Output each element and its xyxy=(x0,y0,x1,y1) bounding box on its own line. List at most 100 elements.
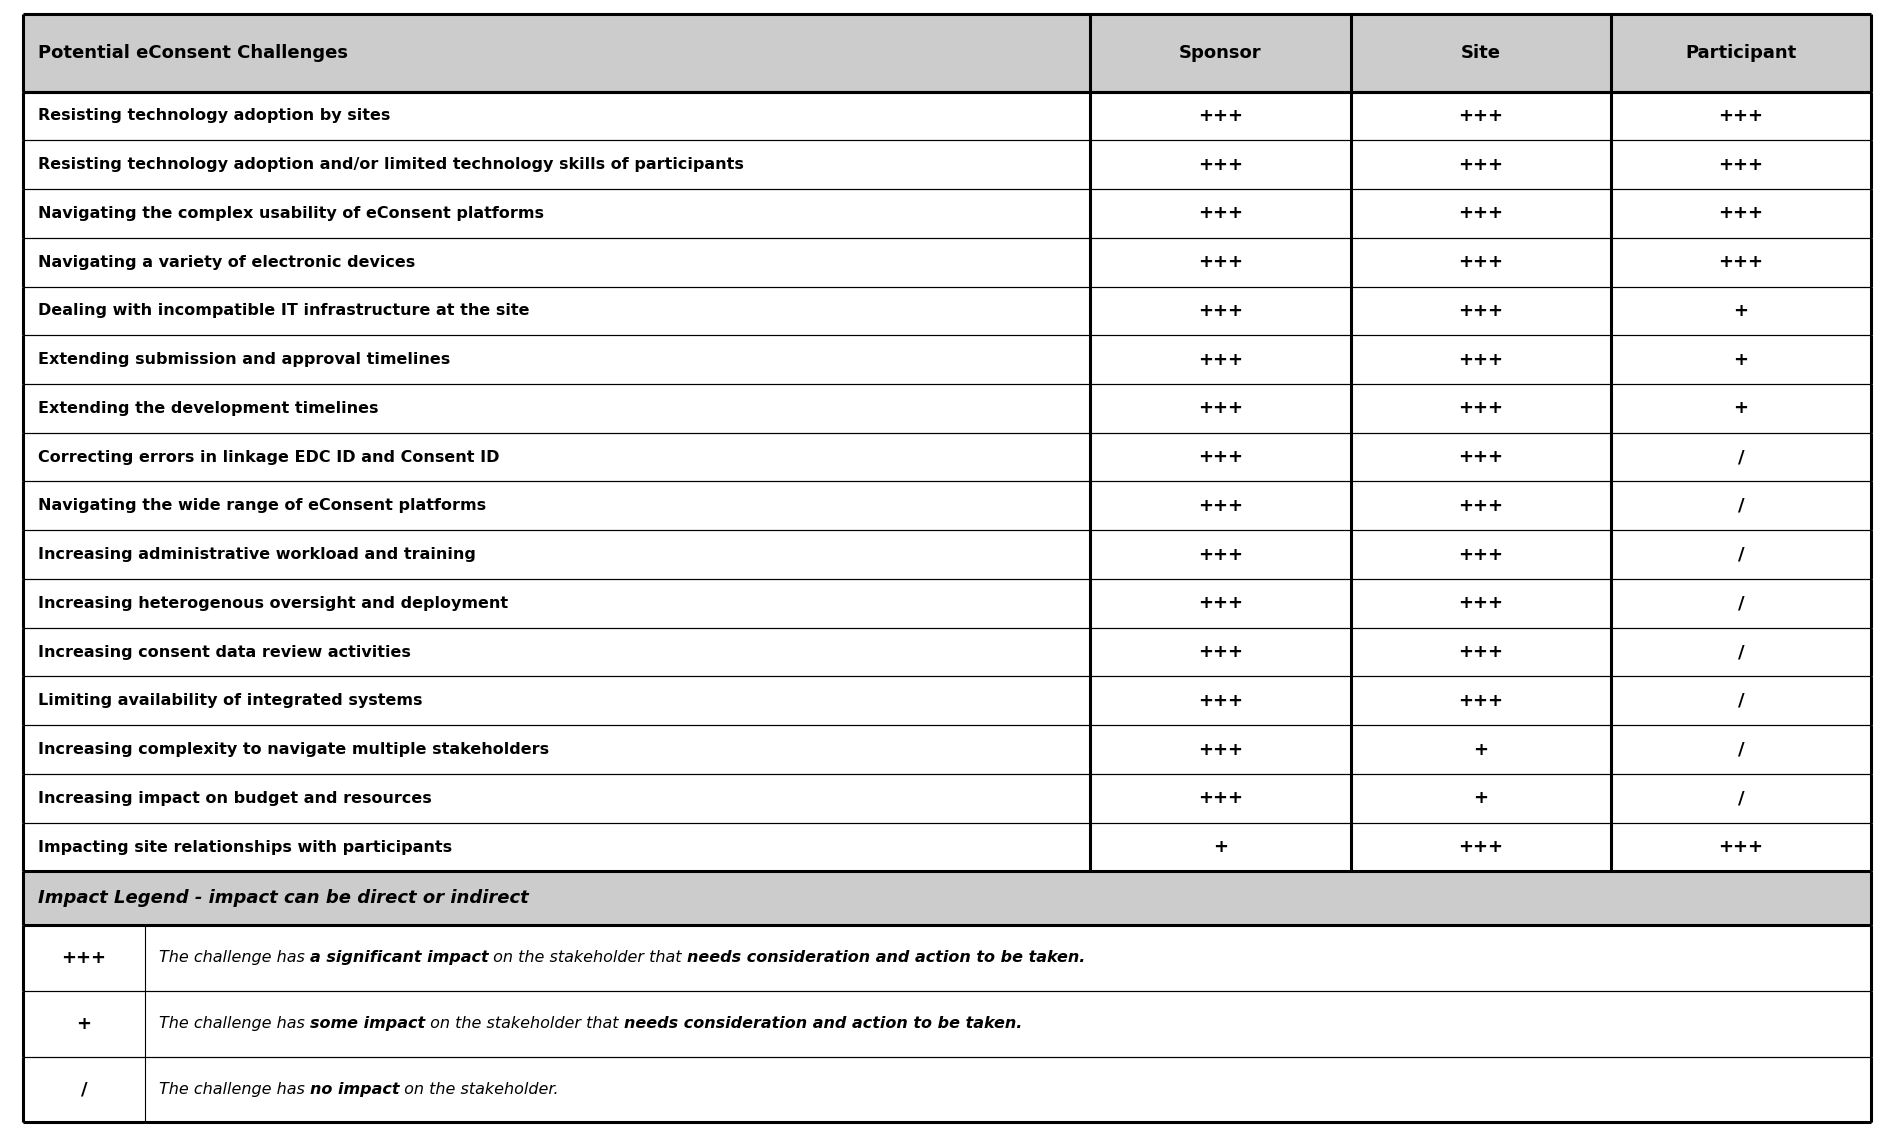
Bar xyxy=(23,482,1091,531)
Text: +++: +++ xyxy=(1458,204,1504,223)
Text: +++: +++ xyxy=(1197,594,1242,612)
Text: /: / xyxy=(1737,790,1744,808)
Bar xyxy=(1610,822,1871,871)
Bar xyxy=(1091,141,1350,189)
Text: The challenge has: The challenge has xyxy=(159,951,311,966)
Text: +++: +++ xyxy=(63,949,106,967)
Text: Increasing complexity to navigate multiple stakeholders: Increasing complexity to navigate multip… xyxy=(38,742,549,757)
Bar xyxy=(1610,141,1871,189)
Bar xyxy=(1091,774,1350,822)
Bar xyxy=(1610,286,1871,335)
Text: Increasing consent data review activities: Increasing consent data review activitie… xyxy=(38,644,411,660)
Text: /: / xyxy=(1737,448,1744,466)
Text: Site: Site xyxy=(1460,43,1500,61)
Bar xyxy=(23,991,146,1056)
Bar xyxy=(1610,14,1871,92)
Text: +: + xyxy=(1733,302,1748,320)
Text: +++: +++ xyxy=(1718,107,1763,125)
Bar xyxy=(23,14,1091,92)
Text: +++: +++ xyxy=(1197,400,1242,417)
Text: Limiting availability of integrated systems: Limiting availability of integrated syst… xyxy=(38,693,422,709)
Text: +++: +++ xyxy=(1197,351,1242,369)
Bar xyxy=(1350,335,1610,384)
Text: /: / xyxy=(1737,594,1744,612)
Text: Dealing with incompatible IT infrastructure at the site: Dealing with incompatible IT infrastruct… xyxy=(38,303,530,318)
Bar xyxy=(1350,237,1610,286)
Text: no impact: no impact xyxy=(311,1081,400,1097)
Text: Navigating a variety of electronic devices: Navigating a variety of electronic devic… xyxy=(38,254,415,269)
Text: +: + xyxy=(1474,741,1489,759)
Text: some impact: some impact xyxy=(311,1017,424,1031)
Bar xyxy=(23,676,1091,725)
Text: +++: +++ xyxy=(1458,400,1504,417)
Bar xyxy=(1350,433,1610,482)
Bar xyxy=(1350,286,1610,335)
Text: +++: +++ xyxy=(1458,594,1504,612)
Bar xyxy=(1091,189,1350,237)
Bar xyxy=(1350,14,1610,92)
Text: +++: +++ xyxy=(1718,253,1763,272)
Bar xyxy=(1091,676,1350,725)
Bar xyxy=(1350,531,1610,579)
Text: The challenge has: The challenge has xyxy=(159,1081,311,1097)
Text: on the stakeholder that: on the stakeholder that xyxy=(424,1017,623,1031)
Bar xyxy=(23,335,1091,384)
Bar xyxy=(1091,384,1350,433)
Text: +++: +++ xyxy=(1458,643,1504,661)
Bar xyxy=(23,725,1091,774)
Bar xyxy=(1091,531,1350,579)
Bar xyxy=(1610,628,1871,676)
Text: /: / xyxy=(1737,741,1744,759)
Text: /: / xyxy=(81,1080,87,1099)
Text: +++: +++ xyxy=(1197,253,1242,272)
Text: Extending the development timelines: Extending the development timelines xyxy=(38,401,379,416)
Bar xyxy=(1091,14,1350,92)
Bar xyxy=(1350,384,1610,433)
Bar xyxy=(1091,237,1350,286)
Bar xyxy=(23,774,1091,822)
Text: Impact Legend - impact can be direct or indirect: Impact Legend - impact can be direct or … xyxy=(38,889,528,908)
Bar xyxy=(146,1056,1871,1122)
Bar xyxy=(23,384,1091,433)
Text: +++: +++ xyxy=(1458,302,1504,320)
Bar xyxy=(1610,774,1871,822)
Text: /: / xyxy=(1737,643,1744,661)
Text: +++: +++ xyxy=(1197,790,1242,808)
Bar xyxy=(23,92,1091,141)
Text: +++: +++ xyxy=(1197,448,1242,466)
Bar xyxy=(1610,92,1871,141)
Text: Potential eConsent Challenges: Potential eConsent Challenges xyxy=(38,43,348,61)
Text: on the stakeholder that: on the stakeholder that xyxy=(489,951,688,966)
Text: Resisting technology adoption by sites: Resisting technology adoption by sites xyxy=(38,108,390,124)
Text: +: + xyxy=(1733,400,1748,417)
Text: +++: +++ xyxy=(1197,692,1242,710)
Bar xyxy=(1350,725,1610,774)
Bar xyxy=(1610,676,1871,725)
Text: Navigating the wide range of eConsent platforms: Navigating the wide range of eConsent pl… xyxy=(38,499,487,513)
Text: +++: +++ xyxy=(1197,107,1242,125)
Bar xyxy=(1610,579,1871,628)
Text: /: / xyxy=(1737,545,1744,563)
Bar xyxy=(1091,433,1350,482)
Text: +++: +++ xyxy=(1458,253,1504,272)
Bar xyxy=(1091,482,1350,531)
Bar xyxy=(1350,141,1610,189)
Bar xyxy=(23,433,1091,482)
Text: +++: +++ xyxy=(1197,302,1242,320)
Text: Increasing heterogenous oversight and deployment: Increasing heterogenous oversight and de… xyxy=(38,596,508,611)
Bar xyxy=(1610,433,1871,482)
Text: Extending submission and approval timelines: Extending submission and approval timeli… xyxy=(38,352,451,367)
Bar xyxy=(146,925,1871,991)
Bar xyxy=(23,237,1091,286)
Bar xyxy=(1350,579,1610,628)
Text: +: + xyxy=(1212,838,1227,857)
Bar xyxy=(1350,822,1610,871)
Text: Correcting errors in linkage EDC ID and Consent ID: Correcting errors in linkage EDC ID and … xyxy=(38,450,500,465)
Bar xyxy=(1091,335,1350,384)
Text: +++: +++ xyxy=(1718,838,1763,857)
Bar xyxy=(1091,725,1350,774)
Bar xyxy=(23,628,1091,676)
Bar xyxy=(1350,92,1610,141)
Bar xyxy=(1350,774,1610,822)
Bar xyxy=(1610,482,1871,531)
